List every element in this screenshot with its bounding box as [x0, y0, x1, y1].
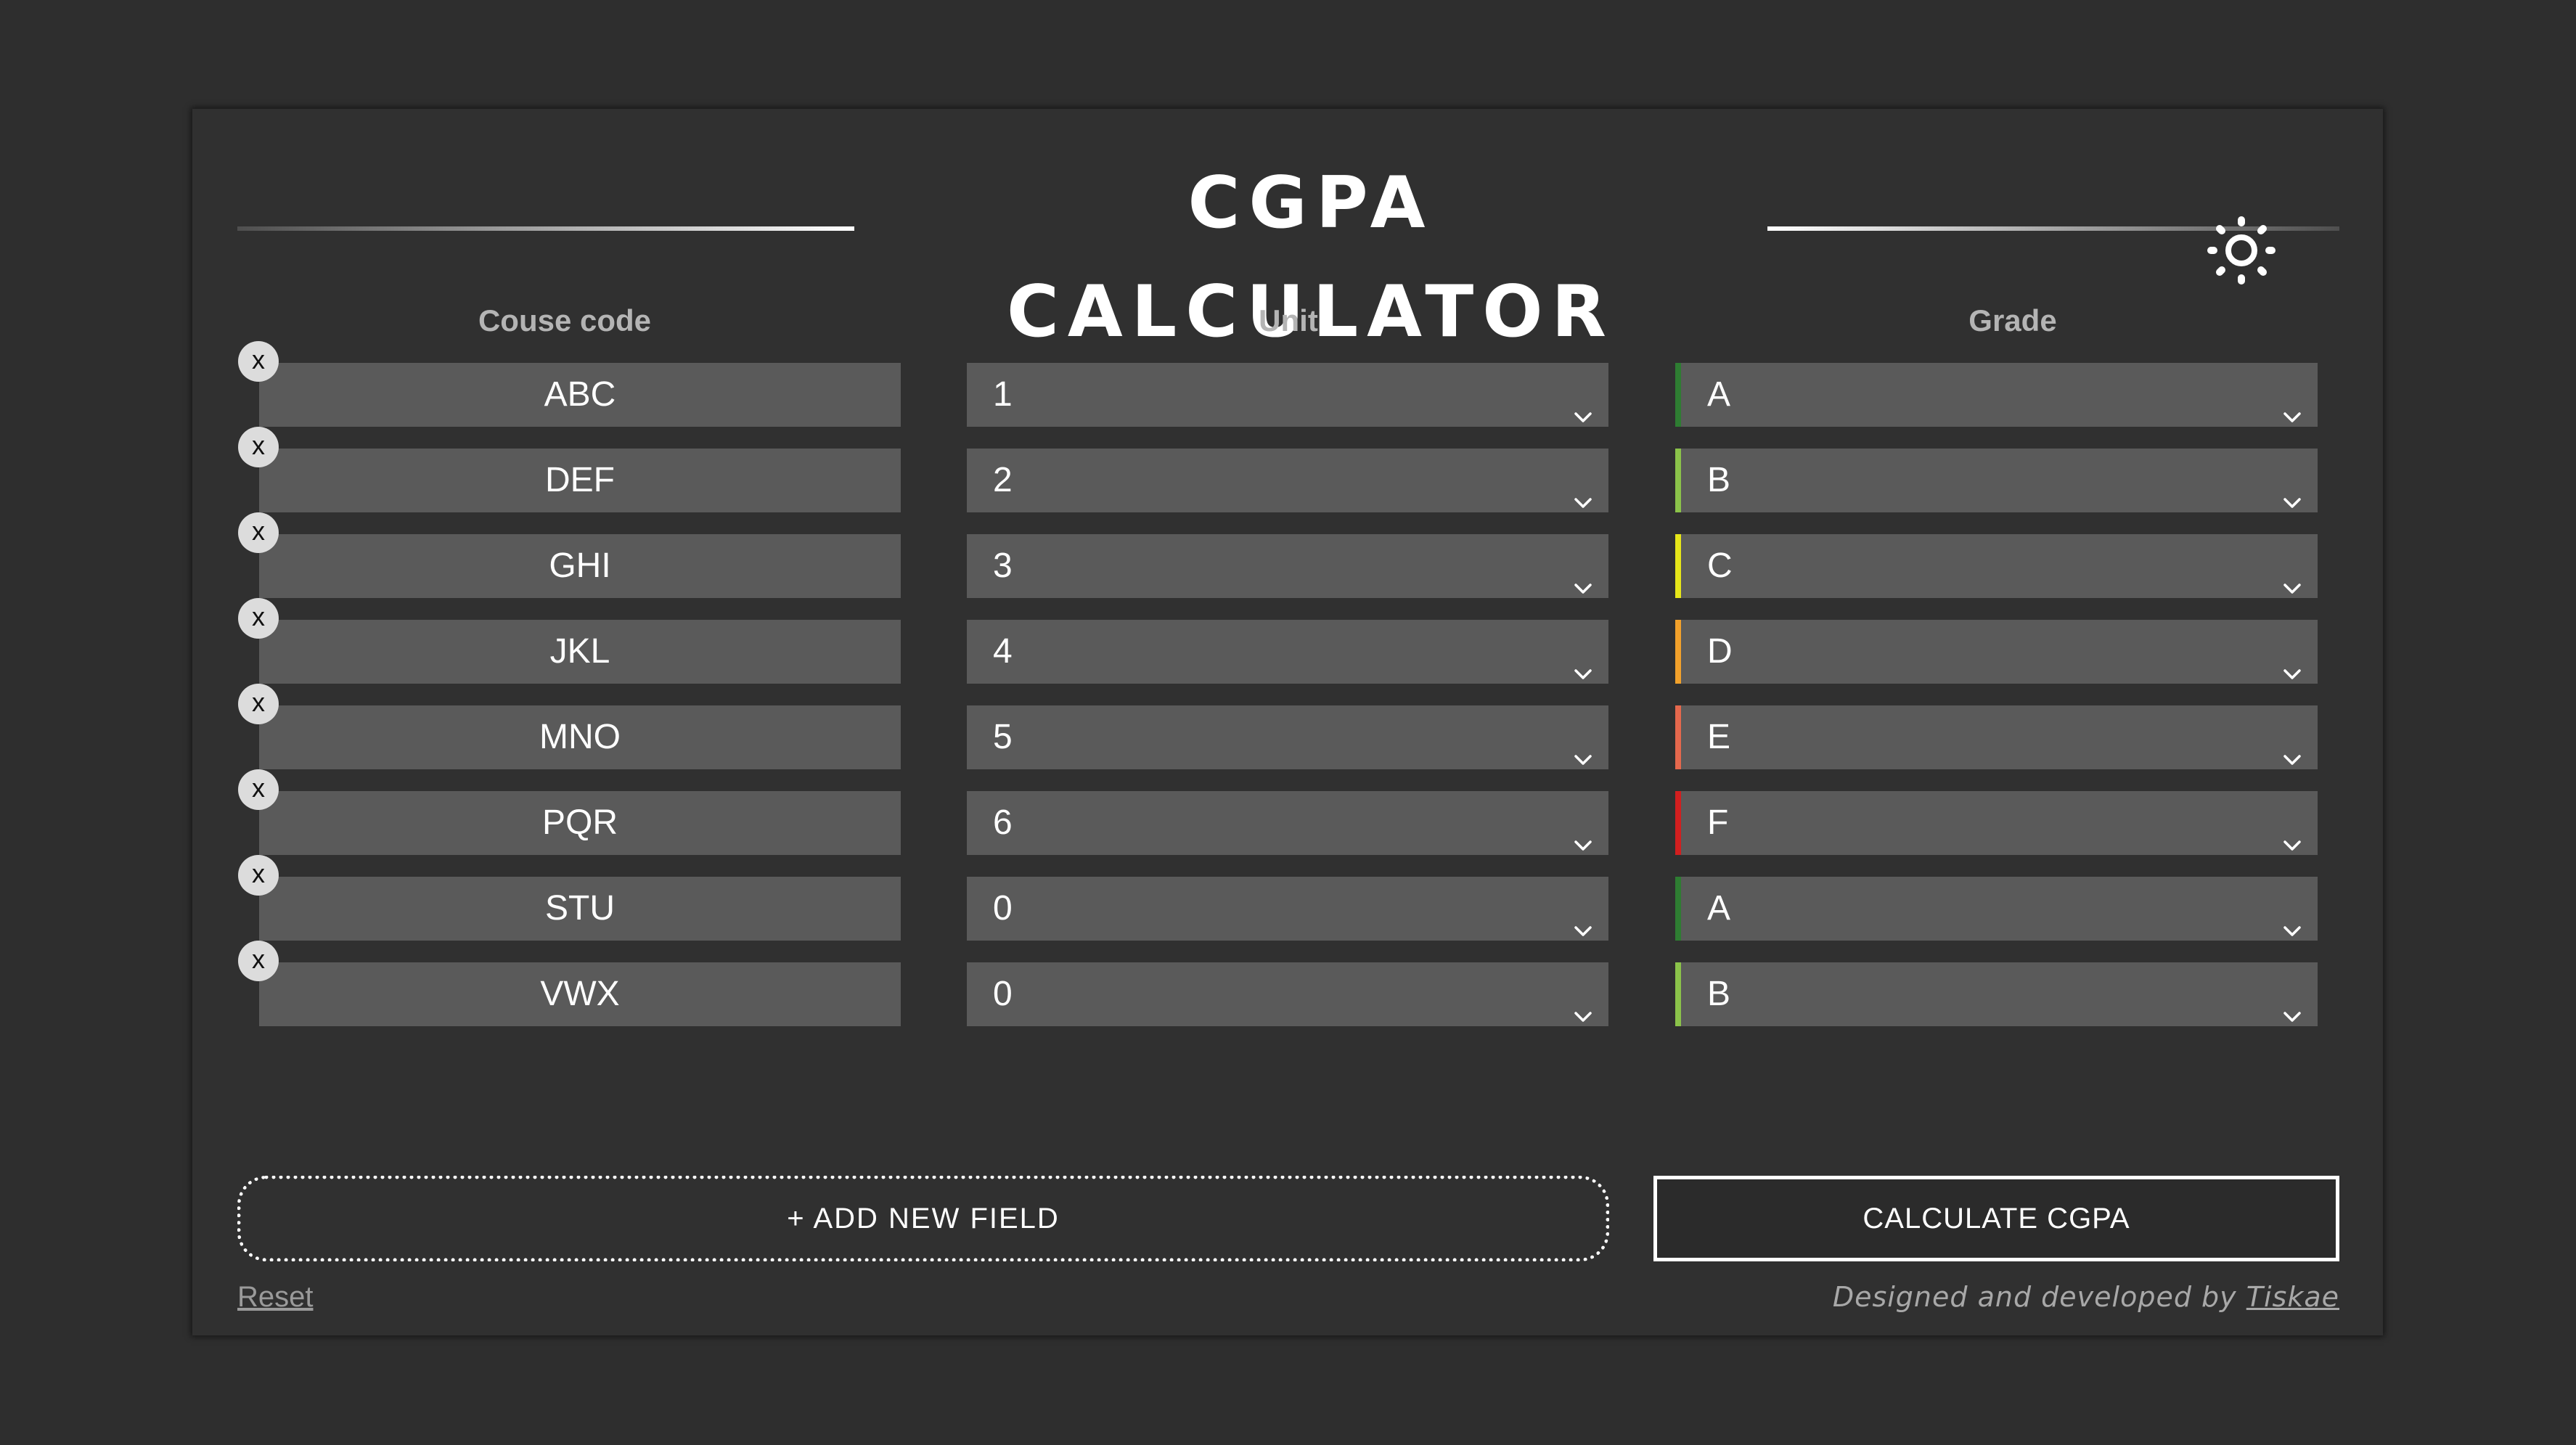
unit-value: 0	[993, 889, 1013, 928]
grade-value: D	[1707, 632, 1733, 671]
chevron-down-icon	[2280, 813, 2305, 851]
chevron-down-icon	[1571, 470, 1595, 508]
column-header-grade: Grade	[1968, 303, 2057, 337]
column-header-course-code: Couse code	[478, 303, 652, 337]
remove-row-button[interactable]: x	[238, 598, 279, 639]
course-code-input[interactable]: PQR	[259, 791, 901, 855]
remove-row-button[interactable]: x	[238, 512, 279, 553]
chevron-down-icon	[2280, 470, 2305, 508]
author-link[interactable]: Tiskae	[2246, 1281, 2339, 1313]
grade-value: C	[1707, 547, 1733, 585]
course-row: x JKL 4 D	[0, 598, 2576, 684]
course-row: x PQR 6 F	[0, 769, 2576, 855]
credit-prefix: Designed and developed by	[1832, 1281, 2237, 1313]
header: CGPA CALCULATOR	[192, 109, 2383, 353]
chevron-down-icon	[1571, 385, 1595, 422]
course-row: x VWX 0 B	[0, 941, 2576, 1026]
course-code-input[interactable]: MNO	[259, 705, 901, 769]
page-title: CGPA CALCULATOR	[1006, 162, 1615, 353]
remove-row-button[interactable]: x	[238, 769, 279, 810]
unit-select[interactable]: 4	[967, 620, 1608, 684]
grade-value: A	[1707, 889, 1731, 928]
chevron-down-icon	[1571, 984, 1595, 1022]
chevron-down-icon	[2280, 556, 2305, 594]
remove-row-button[interactable]: x	[238, 941, 279, 981]
unit-value: 4	[993, 632, 1013, 671]
grade-select[interactable]: D	[1675, 620, 2318, 684]
unit-select[interactable]: 3	[967, 534, 1608, 598]
chevron-down-icon	[2280, 898, 2305, 936]
unit-select[interactable]: 1	[967, 363, 1608, 427]
chevron-down-icon	[2280, 984, 2305, 1022]
grade-value: A	[1707, 375, 1731, 414]
course-code-input[interactable]: VWX	[259, 962, 901, 1026]
grade-value: B	[1707, 975, 1731, 1013]
grade-value: F	[1707, 803, 1729, 842]
unit-value: 0	[993, 975, 1013, 1013]
unit-value: 3	[993, 547, 1013, 585]
title-divider-left	[237, 226, 854, 231]
add-new-field-button[interactable]: + ADD NEW FIELD	[237, 1176, 1609, 1261]
unit-value: 6	[993, 803, 1013, 842]
chevron-down-icon	[1571, 642, 1595, 679]
course-row: x MNO 5 E	[0, 684, 2576, 769]
calculate-cgpa-button[interactable]: CALCULATE CGPA	[1653, 1176, 2339, 1261]
unit-select[interactable]: 2	[967, 449, 1608, 512]
chevron-down-icon	[1571, 898, 1595, 936]
course-code-input[interactable]: GHI	[259, 534, 901, 598]
title-row: CGPA CALCULATOR	[237, 149, 2339, 353]
unit-select[interactable]: 6	[967, 791, 1608, 855]
chevron-down-icon	[2280, 385, 2305, 422]
remove-row-button[interactable]: x	[238, 855, 279, 896]
sun-icon[interactable]	[2207, 216, 2276, 285]
chevron-down-icon	[1571, 727, 1595, 765]
course-row: x STU 0 A	[0, 855, 2576, 941]
course-code-input[interactable]: JKL	[259, 620, 901, 684]
unit-value: 2	[993, 461, 1013, 499]
unit-select[interactable]: 0	[967, 962, 1608, 1026]
grade-value: B	[1707, 461, 1731, 499]
unit-value: 5	[993, 718, 1013, 756]
course-row: x DEF 2 B	[0, 427, 2576, 512]
unit-select[interactable]: 0	[967, 877, 1608, 941]
grade-select[interactable]: E	[1675, 705, 2318, 769]
chevron-down-icon	[1571, 556, 1595, 594]
unit-value: 1	[993, 375, 1013, 414]
credit-text: Designed and developed by Tiskae	[1833, 1281, 2339, 1313]
chevron-down-icon	[1571, 813, 1595, 851]
grade-select[interactable]: C	[1675, 534, 2318, 598]
grade-value: E	[1707, 718, 1731, 756]
chevron-down-icon	[2280, 642, 2305, 679]
grade-select[interactable]: A	[1675, 877, 2318, 941]
course-code-input[interactable]: ABC	[259, 363, 901, 427]
title-divider-right	[1767, 226, 2339, 231]
grade-select[interactable]: F	[1675, 791, 2318, 855]
course-code-input[interactable]: DEF	[259, 449, 901, 512]
grade-select[interactable]: A	[1675, 363, 2318, 427]
unit-select[interactable]: 5	[967, 705, 1608, 769]
remove-row-button[interactable]: x	[238, 427, 279, 467]
course-row: x GHI 3 C	[0, 512, 2576, 598]
course-code-input[interactable]: STU	[259, 877, 901, 941]
grade-select[interactable]: B	[1675, 449, 2318, 512]
chevron-down-icon	[2280, 727, 2305, 765]
reset-link[interactable]: Reset	[237, 1281, 314, 1313]
remove-row-button[interactable]: x	[238, 341, 279, 382]
column-header-unit: Unit	[1259, 303, 1318, 337]
course-row: x ABC 1 A	[0, 341, 2576, 427]
remove-row-button[interactable]: x	[238, 684, 279, 724]
grade-select[interactable]: B	[1675, 962, 2318, 1026]
